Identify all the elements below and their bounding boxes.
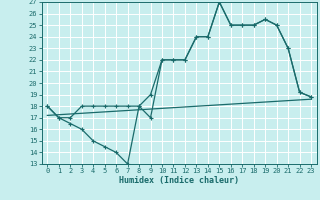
- X-axis label: Humidex (Indice chaleur): Humidex (Indice chaleur): [119, 176, 239, 185]
